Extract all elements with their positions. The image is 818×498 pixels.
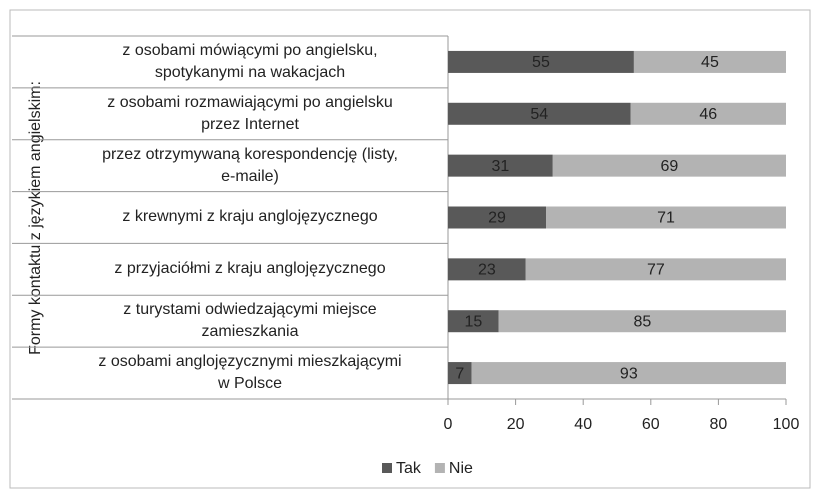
category-label: z przyjaciółmi z kraju anglojęzycznego bbox=[114, 260, 386, 278]
bar-segment bbox=[633, 50, 786, 73]
bar-segment bbox=[448, 50, 634, 73]
bar-segment bbox=[448, 310, 499, 333]
bar-segment bbox=[448, 258, 526, 281]
bar-segment bbox=[525, 258, 786, 281]
legend-label: Tak bbox=[396, 460, 422, 477]
bar-segment bbox=[552, 154, 786, 177]
value-label: 15 bbox=[464, 313, 482, 330]
value-label: 54 bbox=[530, 106, 548, 123]
x-tick-label: 80 bbox=[710, 416, 728, 433]
bar-segment bbox=[448, 154, 553, 177]
bar-segment bbox=[448, 206, 547, 229]
x-tick-label: 20 bbox=[507, 416, 525, 433]
category-label: z osobami anglojęzycznymi mieszkającymi … bbox=[98, 353, 402, 393]
bar-segment bbox=[448, 362, 472, 385]
bar-segment bbox=[498, 310, 786, 333]
value-label: 29 bbox=[488, 210, 506, 227]
legend-swatch bbox=[434, 463, 445, 473]
category-label: z turystami odwiedzającymi miejsce zamie… bbox=[123, 301, 377, 341]
bar-segment bbox=[546, 206, 786, 229]
category-label: z osobami rozmawiającymi po angielsku pr… bbox=[107, 93, 393, 133]
value-label: 7 bbox=[455, 365, 464, 382]
value-label: 31 bbox=[491, 158, 509, 175]
x-tick-label: 0 bbox=[444, 416, 453, 433]
value-label: 77 bbox=[647, 262, 665, 279]
value-label: 45 bbox=[701, 54, 719, 71]
x-tick-label: 100 bbox=[773, 416, 800, 433]
legend-swatch bbox=[382, 463, 392, 473]
value-label: 46 bbox=[699, 106, 717, 123]
value-label: 69 bbox=[660, 158, 678, 175]
bar-segment bbox=[471, 362, 786, 385]
value-label: 93 bbox=[620, 365, 638, 382]
bar-segment bbox=[630, 102, 786, 125]
category-label: przez otrzymywaną korespondencję (listy,… bbox=[102, 145, 398, 185]
value-label: 71 bbox=[657, 210, 675, 227]
bar-segment bbox=[448, 102, 631, 125]
category-label: z krewnymi z kraju anglojęzycznego bbox=[122, 208, 378, 226]
legend-label: Nie bbox=[449, 460, 473, 477]
value-label: 55 bbox=[532, 54, 550, 71]
value-label: 85 bbox=[633, 313, 651, 330]
y-axis-title: Formy kontaktu z językiem angielskim: bbox=[27, 81, 44, 355]
value-label: 23 bbox=[478, 262, 496, 279]
category-label: z osobami mówiącymi po angielsku, spotyk… bbox=[122, 41, 378, 81]
chart-border bbox=[9, 9, 811, 489]
x-tick-label: 60 bbox=[642, 416, 660, 433]
x-tick-label: 40 bbox=[574, 416, 592, 433]
